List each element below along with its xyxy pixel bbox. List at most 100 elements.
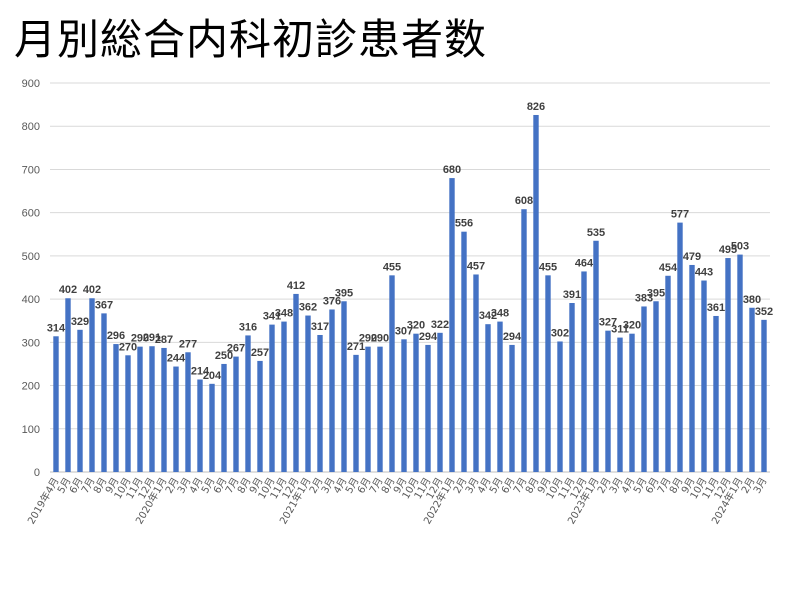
- data-label: 362: [299, 302, 317, 314]
- data-label: 290: [371, 333, 389, 345]
- data-label: 320: [407, 320, 425, 332]
- bar: [53, 336, 59, 472]
- data-label: 302: [551, 327, 569, 339]
- data-label: 270: [119, 341, 137, 353]
- data-label: 290: [359, 333, 377, 345]
- data-label: 361: [707, 302, 725, 314]
- bar: [461, 231, 467, 472]
- bar: [65, 298, 71, 472]
- y-tick-label: 500: [22, 251, 40, 263]
- data-label: 455: [383, 261, 401, 273]
- bar: [185, 352, 191, 472]
- bar: [353, 354, 359, 472]
- bar: [473, 274, 479, 472]
- data-label: 342: [479, 310, 497, 322]
- bar: [293, 293, 299, 472]
- data-label: 214: [191, 366, 210, 378]
- bar: [389, 275, 395, 472]
- data-label: 352: [755, 306, 773, 318]
- bar: [269, 324, 275, 472]
- bar: [533, 114, 539, 473]
- data-label: 457: [467, 260, 485, 272]
- bar: [413, 333, 419, 472]
- bar: [569, 303, 575, 472]
- data-label: 383: [635, 292, 653, 304]
- data-label: 395: [335, 287, 353, 299]
- data-label: 454: [659, 262, 678, 274]
- data-label: 341: [263, 311, 281, 323]
- bar: [401, 339, 407, 472]
- bar: [101, 313, 107, 472]
- data-label: 294: [503, 331, 522, 343]
- bar: [689, 264, 695, 472]
- data-label: 464: [575, 257, 594, 269]
- bars: [53, 114, 767, 473]
- data-label: 348: [491, 308, 509, 320]
- bar: [629, 333, 635, 472]
- bar: [173, 366, 179, 472]
- bar: [521, 209, 527, 472]
- bar: [617, 337, 623, 472]
- bar: [257, 360, 263, 472]
- data-label: 479: [683, 251, 701, 263]
- bar: [749, 307, 755, 472]
- bar: [149, 346, 155, 472]
- bar: [89, 298, 95, 472]
- data-label: 322: [431, 319, 449, 331]
- y-tick-label: 200: [22, 381, 40, 393]
- data-label: 307: [395, 325, 413, 337]
- data-label: 412: [287, 280, 305, 292]
- data-label: 314: [47, 322, 66, 334]
- bar: [677, 222, 683, 472]
- bar: [377, 346, 383, 472]
- data-label: 294: [419, 331, 438, 343]
- data-label: 535: [587, 227, 605, 239]
- bar: [641, 306, 647, 472]
- bar: [329, 309, 335, 472]
- bar: [545, 275, 551, 472]
- bar: [161, 347, 167, 472]
- data-label: 250: [215, 350, 233, 362]
- y-tick-label: 800: [22, 121, 40, 133]
- bar: [449, 178, 455, 473]
- data-label: 296: [107, 330, 125, 342]
- data-label: 277: [179, 338, 197, 350]
- bar: [761, 319, 767, 472]
- data-label: 311: [611, 324, 629, 336]
- data-label: 503: [731, 241, 749, 253]
- bar: [425, 344, 431, 472]
- x-tick-label: 2019年4月: [24, 475, 61, 526]
- data-label: 443: [695, 267, 713, 279]
- data-label: 267: [227, 343, 245, 355]
- y-axis-ticks: 0 100 200 300 400 500 600 700 800 900: [22, 78, 40, 479]
- data-label: 271: [347, 341, 365, 353]
- data-label: 367: [95, 299, 113, 311]
- x-axis-ticks: 2019年4月5月6月7月8月9月10月11月12月2020年1月2月3月4月5…: [24, 475, 769, 526]
- gridlines: [50, 82, 770, 473]
- bar: [221, 363, 227, 472]
- data-label: 608: [515, 195, 533, 207]
- bar: [581, 271, 587, 472]
- data-label: 376: [323, 295, 341, 307]
- bar: [701, 280, 707, 472]
- bar: [77, 329, 83, 472]
- data-label: 244: [167, 353, 186, 365]
- data-label: 290: [131, 333, 149, 345]
- y-tick-label: 100: [22, 424, 40, 436]
- y-tick-label: 300: [22, 337, 40, 349]
- x-tick-label: 3月: [751, 476, 770, 496]
- bar: [305, 315, 311, 472]
- data-label: 455: [539, 261, 557, 273]
- data-labels: 3144023294023672962702902912872442772142…: [47, 101, 773, 382]
- data-label: 204: [203, 370, 222, 382]
- bar: [653, 301, 659, 472]
- data-label: 495: [719, 244, 737, 256]
- data-label: 577: [671, 209, 689, 221]
- data-label: 316: [239, 321, 257, 333]
- data-label: 320: [623, 320, 641, 332]
- bar: [209, 383, 215, 472]
- y-tick-label: 600: [22, 208, 40, 220]
- bar: [497, 321, 503, 472]
- data-label: 402: [59, 284, 77, 296]
- bar: [281, 321, 287, 472]
